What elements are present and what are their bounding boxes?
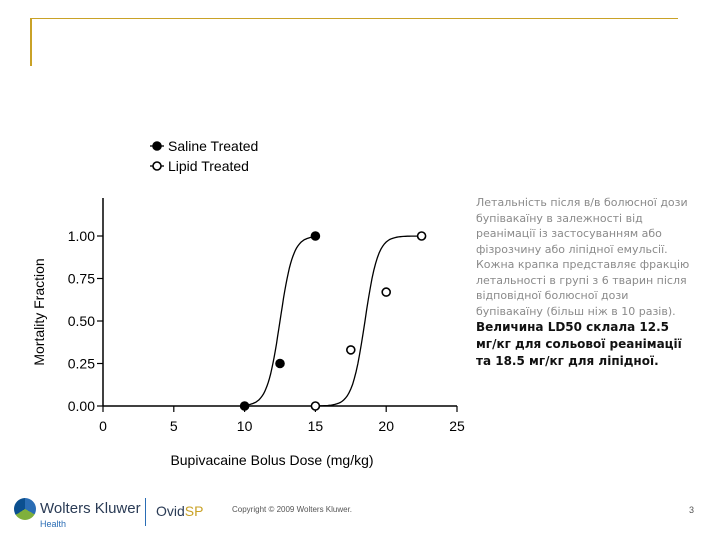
caption-ld50-text: Величина LD50 склала 12.5 мг/кг для соль… — [476, 320, 682, 368]
data-point-series-1 — [416, 231, 427, 241]
fit-curves — [244, 235, 422, 407]
left-accent-bar — [30, 18, 32, 66]
y-tick-label: 1.00 — [68, 228, 95, 244]
legend-marker — [152, 161, 162, 171]
top-rule — [30, 18, 678, 19]
legend-label: Lipid Treated — [168, 158, 249, 174]
footer-divider — [145, 498, 146, 526]
x-tick-label: 20 — [378, 418, 394, 434]
data-point-series-1 — [310, 401, 321, 411]
ovid-logo: OvidSP — [156, 503, 203, 519]
x-tick-label: 15 — [308, 418, 324, 434]
caption-text: Летальність після в/в болюсної дози бупі… — [476, 196, 690, 318]
brand-sub: Health — [40, 519, 67, 529]
wolters-kluwer-emblem-icon — [14, 498, 36, 520]
ovid-sp-text: SP — [184, 503, 204, 519]
legend-marker — [152, 141, 162, 151]
x-axis-label: Bupivacaine Bolus Dose (mg/kg) — [170, 452, 373, 468]
data-point-series-1 — [381, 287, 392, 297]
fit-curve-series-0 — [244, 236, 316, 406]
y-tick-label: 0.25 — [68, 356, 95, 372]
x-tick-label: 5 — [170, 418, 178, 434]
fit-curve-series-1 — [315, 235, 422, 407]
brand-name: Wolters Kluwer — [40, 500, 141, 517]
y-axis-label: Mortality Fraction — [31, 258, 47, 365]
data-point-series-0 — [275, 358, 285, 369]
data-point-series-0 — [239, 401, 250, 411]
y-tick-label: 0.50 — [68, 313, 95, 329]
data-point-series-0 — [310, 231, 321, 241]
chart-axes: 0 5 10 15 20 25 0.00 0.25 0.50 0.75 1.00 — [68, 198, 465, 434]
data-point-series-1 — [345, 345, 356, 355]
chart-legend: Saline Treated Lipid Treated — [150, 138, 258, 174]
ovid-text: Ovid — [156, 503, 185, 519]
y-tick-label: 0.75 — [68, 271, 95, 287]
data-points — [239, 231, 427, 411]
y-tick-label: 0.00 — [68, 398, 95, 414]
x-tick-label: 0 — [99, 418, 107, 434]
copyright-text: Copyright © 2009 Wolters Kluwer. — [232, 505, 353, 514]
page-number: 3 — [689, 505, 695, 515]
x-tick-label: 25 — [449, 418, 465, 434]
legend-label: Saline Treated — [168, 138, 258, 154]
x-tick-label: 10 — [237, 418, 253, 434]
figure-caption: Летальність після в/в болюсної дози бупі… — [476, 195, 691, 370]
